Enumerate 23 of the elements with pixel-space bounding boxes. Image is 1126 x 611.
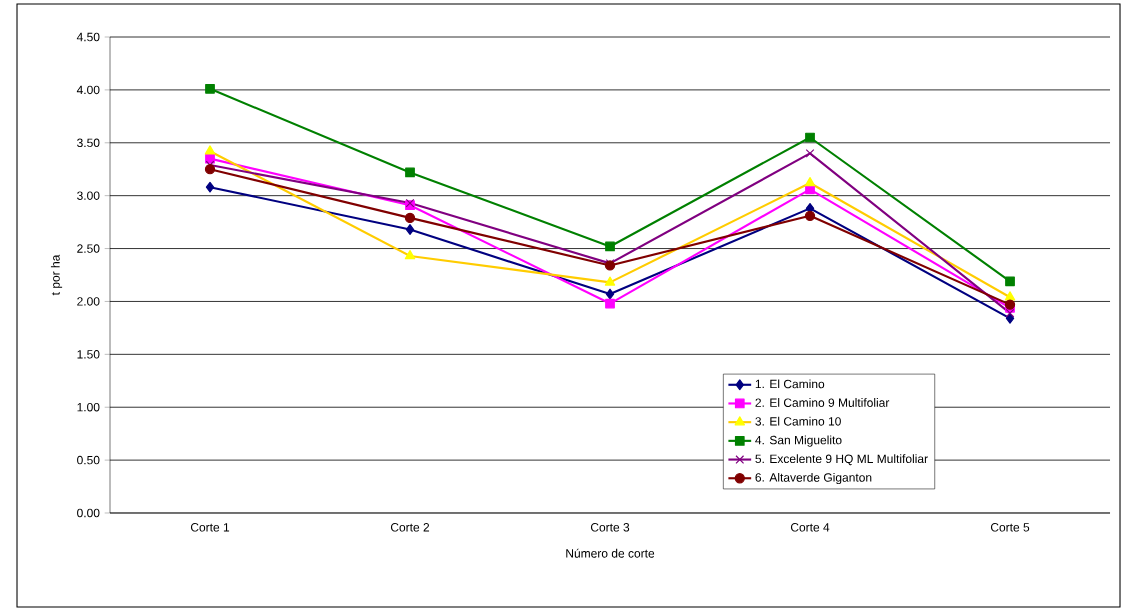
legend-label: 3. El Camino 10 <box>755 416 841 426</box>
legend-label: 2. El Camino 9 Multifoliar <box>755 398 890 407</box>
legend-label: 1. El Camino <box>755 379 825 389</box>
y-tick-label: 4.00 <box>76 85 100 95</box>
y-tick-label: 0.00 <box>77 508 100 518</box>
y-tick-label: 3.00 <box>77 191 100 200</box>
y-tick-label: 0.50 <box>77 455 100 465</box>
y-tick-label: 3.50 <box>77 138 100 148</box>
x-axis-title: Número de corte <box>566 548 655 558</box>
x-tick-label: Corte 3 <box>590 523 630 532</box>
x-tick-label: Corte 1 <box>190 523 230 532</box>
x-tick-label: Corte 2 <box>390 523 430 532</box>
legend-label: 4. San Miguelito <box>755 435 842 447</box>
x-tick-label: Corte 4 <box>790 523 830 532</box>
legend-label: 5. Excelente 9 HQ ML Multifoliar <box>755 454 928 466</box>
y-tick-label: 4.50 <box>76 32 100 42</box>
y-tick-label: 1.50 <box>77 350 100 359</box>
x-tick-label: Corte 5 <box>990 523 1030 532</box>
y-tick-label: 1.00 <box>77 402 100 412</box>
y-axis-title: t por ha <box>50 254 63 296</box>
legend-label: 6. Altaverde Giganton <box>755 472 872 485</box>
y-tick-label: 2.00 <box>77 297 100 306</box>
y-tick-label: 2.50 <box>77 244 100 253</box>
